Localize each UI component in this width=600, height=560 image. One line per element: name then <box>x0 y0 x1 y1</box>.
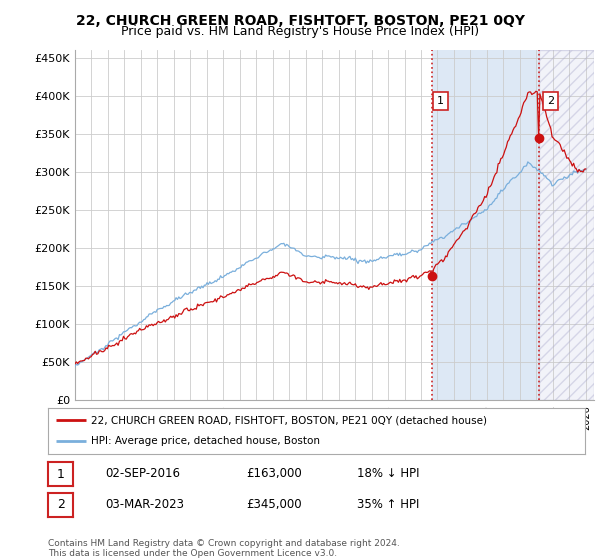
Text: 22, CHURCH GREEN ROAD, FISHTOFT, BOSTON, PE21 0QY: 22, CHURCH GREEN ROAD, FISHTOFT, BOSTON,… <box>76 14 524 28</box>
Bar <box>539 50 594 400</box>
Text: 2: 2 <box>56 498 65 511</box>
Text: 22, CHURCH GREEN ROAD, FISHTOFT, BOSTON, PE21 0QY (detached house): 22, CHURCH GREEN ROAD, FISHTOFT, BOSTON,… <box>91 415 487 425</box>
Text: 03-MAR-2023: 03-MAR-2023 <box>105 498 184 511</box>
Text: £345,000: £345,000 <box>246 498 302 511</box>
Text: Contains HM Land Registry data © Crown copyright and database right 2024.
This d: Contains HM Land Registry data © Crown c… <box>48 539 400 558</box>
Bar <box>432 50 539 400</box>
Text: HPI: Average price, detached house, Boston: HPI: Average price, detached house, Bost… <box>91 436 320 446</box>
Text: 2: 2 <box>547 96 554 106</box>
Text: 1: 1 <box>56 468 65 480</box>
Text: 1: 1 <box>437 96 444 106</box>
Text: 35% ↑ HPI: 35% ↑ HPI <box>357 498 419 511</box>
Text: £163,000: £163,000 <box>246 467 302 480</box>
Bar <box>539 50 594 400</box>
Text: 18% ↓ HPI: 18% ↓ HPI <box>357 467 419 480</box>
Text: Price paid vs. HM Land Registry's House Price Index (HPI): Price paid vs. HM Land Registry's House … <box>121 25 479 38</box>
Text: 02-SEP-2016: 02-SEP-2016 <box>105 467 180 480</box>
